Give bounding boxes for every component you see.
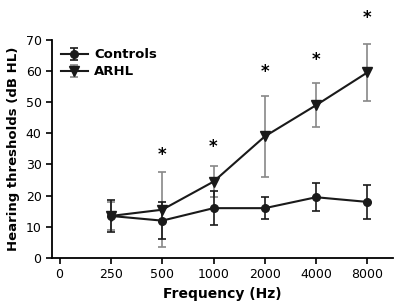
- Text: *: *: [363, 9, 372, 27]
- Text: *: *: [158, 146, 166, 164]
- Text: *: *: [209, 138, 218, 156]
- Text: *: *: [312, 51, 320, 69]
- X-axis label: Frequency (Hz): Frequency (Hz): [163, 287, 282, 301]
- Text: *: *: [260, 63, 269, 81]
- Y-axis label: Hearing thresholds (dB HL): Hearing thresholds (dB HL): [7, 47, 20, 251]
- Legend: Controls, ARHL: Controls, ARHL: [58, 46, 160, 81]
